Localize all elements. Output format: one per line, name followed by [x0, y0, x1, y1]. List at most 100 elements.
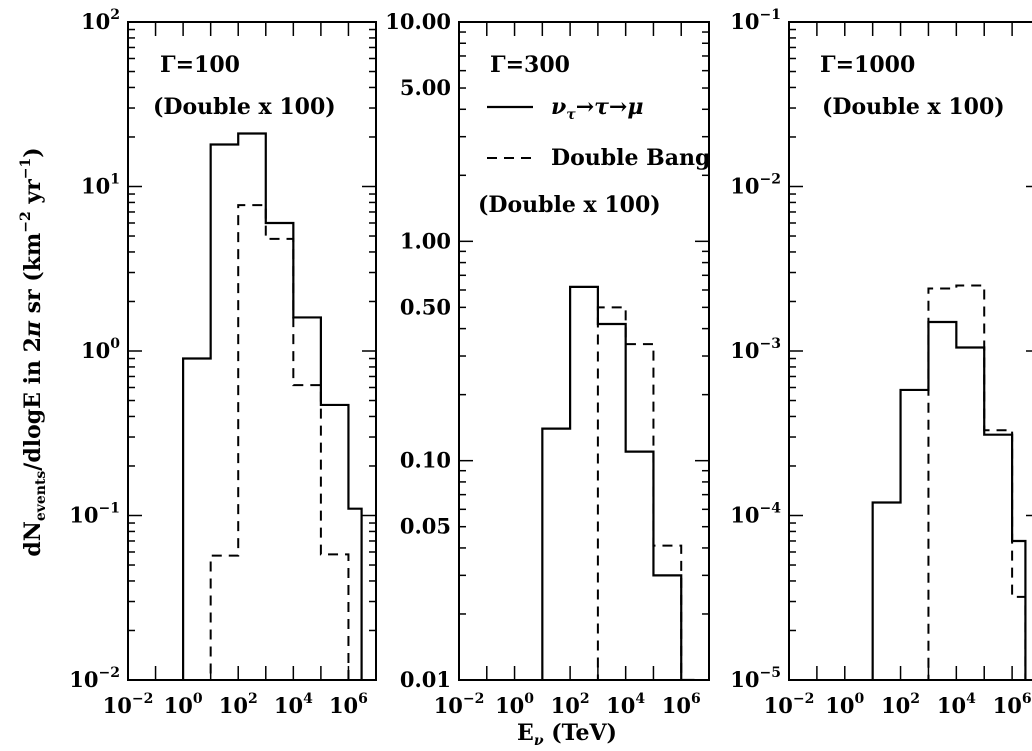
y-tick-label: 0.50 [400, 294, 451, 319]
y-tick-label: 102 [81, 7, 120, 34]
x-tick-exp: 0 [524, 691, 534, 707]
x-tick-exp: −2 [463, 691, 484, 707]
ylabel-sup2: −1 [18, 158, 34, 179]
y-tick-base: 10 [730, 667, 759, 692]
x-tick-base: 10 [164, 693, 193, 718]
y-tick-base: 10 [81, 174, 110, 199]
plot-frame [127, 21, 377, 681]
y-tick-base: 0.01 [400, 667, 451, 692]
y-tick-exp: −2 [99, 665, 120, 681]
panel-note: (Double x 100) [478, 192, 661, 218]
x-tick-exp: 2 [580, 691, 590, 707]
xlabel-base: E [517, 720, 534, 746]
histogram-tau-mu [541, 285, 695, 680]
y-tick-label: 10−4 [730, 501, 781, 528]
x-tick-base: 10 [103, 693, 132, 718]
x-tick-base: 10 [495, 693, 524, 718]
x-tick-base: 10 [329, 693, 358, 718]
x-tick-base: 10 [551, 693, 580, 718]
y-tick-base: 10 [730, 503, 759, 528]
plot-frame [458, 21, 710, 681]
panel-note: (Double x 100) [822, 94, 1005, 120]
x-axis-title: Eν (TeV) [517, 720, 617, 749]
histogram-double-bang [872, 284, 1027, 680]
x-tick-exp: 2 [248, 691, 258, 707]
y-tick-base: 0.10 [400, 448, 451, 473]
y-tick-label: 10−3 [730, 336, 781, 363]
y-tick-label: 0.05 [400, 514, 451, 539]
y-tick-base: 10 [69, 503, 98, 528]
y-tick-base: 10.00 [385, 9, 451, 34]
x-tick-base: 10 [881, 693, 910, 718]
histogram-tau-mu [182, 132, 363, 680]
x-tick-label: 10−2 [434, 691, 485, 718]
x-tick-base: 10 [219, 693, 248, 718]
x-tick-exp: 0 [193, 691, 203, 707]
x-tick-label: 104 [606, 691, 645, 718]
y-tick-label: 101 [81, 172, 120, 199]
y-tick-label: 1.00 [400, 228, 451, 253]
x-tick-label: 100 [495, 691, 534, 718]
x-tick-label: 100 [825, 691, 864, 718]
svg-text:Eν (TeV): Eν (TeV) [517, 720, 617, 749]
x-tick-exp: 6 [1022, 691, 1032, 707]
y-tick-label: 10.00 [385, 9, 451, 34]
y-tick-label: 0.10 [400, 448, 451, 473]
y-tick-exp: 0 [110, 336, 120, 352]
ylabel-sup1: −2 [18, 211, 34, 232]
svg-text:dNevents/dlogE in 2π sr (km−2: dNevents/dlogE in 2π sr (km−2 yr−1) [18, 147, 49, 556]
y-tick-base: 10 [81, 338, 110, 363]
y-tick-exp: −5 [760, 665, 781, 681]
x-tick-exp: 6 [358, 691, 368, 707]
y-tick-base: 0.05 [400, 514, 451, 539]
y-tick-exp: −3 [760, 336, 781, 352]
x-tick-exp: 4 [966, 691, 976, 707]
histogram-double-bang [542, 306, 695, 680]
panel-3: 10−2 100 102 104 10610−510−410−310−210−1Γ=10… [730, 7, 1032, 718]
y-tick-label: 100 [81, 336, 120, 363]
xlabel-sub: ν [534, 733, 544, 749]
x-tick-label: 102 [551, 691, 590, 718]
x-tick-label: 106 [329, 691, 368, 718]
xlabel-rest: (TeV) [544, 720, 617, 746]
x-tick-exp: −2 [132, 691, 153, 707]
x-tick-label: 100 [164, 691, 203, 718]
y-tick-label: 10−2 [730, 172, 781, 199]
y-tick-base: 10 [81, 9, 110, 34]
y-tick-label: 10−2 [69, 665, 120, 692]
panel-1: 10−2 100 102 104 10610−210−1100101102Γ=100(D… [69, 7, 377, 718]
ylabel-sub: events [33, 471, 49, 522]
x-tick-base: 10 [274, 693, 303, 718]
histogram-double-bang [183, 204, 362, 680]
histogram-tau-mu [871, 320, 1027, 680]
plot-frame [788, 21, 1032, 681]
x-tick-label: 10−2 [103, 691, 154, 718]
x-tick-exp: 4 [635, 691, 645, 707]
panel-label: Γ=100 [160, 52, 240, 78]
x-tick-label: 106 [993, 691, 1032, 718]
y-tick-exp: 1 [110, 172, 120, 188]
y-tick-label: 10−1 [730, 7, 781, 34]
x-tick-exp: 4 [303, 691, 313, 707]
x-tick-base: 10 [606, 693, 635, 718]
y-tick-base: 5.00 [400, 75, 451, 100]
y-tick-exp: 2 [110, 7, 120, 23]
y-tick-label: 10−1 [69, 501, 120, 528]
ylabel-rest: sr (km [20, 233, 46, 321]
x-tick-base: 10 [764, 693, 793, 718]
y-tick-base: 10 [730, 9, 759, 34]
x-tick-label: 104 [274, 691, 313, 718]
panel-note: (Double x 100) [153, 94, 336, 120]
y-tick-exp: −4 [760, 501, 782, 517]
x-tick-label: 102 [881, 691, 920, 718]
x-tick-base: 10 [825, 693, 854, 718]
x-tick-label: 102 [219, 691, 258, 718]
y-tick-exp: −2 [760, 172, 781, 188]
ylabel-pi: π [20, 320, 46, 338]
x-tick-base: 10 [993, 693, 1022, 718]
y-tick-base: 1.00 [400, 228, 451, 253]
y-tick-exp: −1 [99, 501, 120, 517]
y-tick-label: 5.00 [400, 75, 451, 100]
x-tick-label: 104 [937, 691, 976, 718]
